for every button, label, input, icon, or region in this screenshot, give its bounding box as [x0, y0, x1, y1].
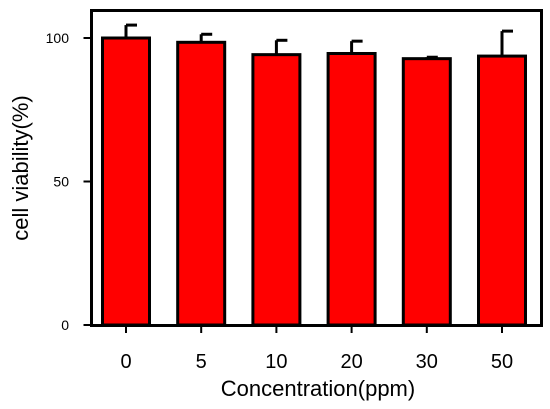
x-axis-label: Concentration(ppm): [221, 376, 415, 401]
x-tick-label: 0: [120, 351, 131, 373]
bars-group: [101, 36, 527, 327]
x-tick-label: 30: [416, 351, 438, 373]
bar-10: [251, 53, 302, 327]
y-tick-label: 50: [53, 174, 69, 190]
y-tick-label: 100: [46, 30, 70, 46]
bar-5: [176, 40, 227, 327]
x-tick-label: 20: [340, 351, 362, 373]
y-axis-label: cell viability(%): [8, 95, 33, 240]
y-axis-ticks: 0 50 100: [46, 30, 92, 333]
bar-30: [401, 57, 452, 327]
x-tick-label: 50: [491, 351, 513, 373]
error-bars-group: [124, 23, 513, 59]
plot-frame: [90, 9, 543, 327]
x-tick-label: 5: [196, 351, 207, 373]
bar-0: [101, 36, 151, 327]
bar-50: [477, 54, 527, 327]
x-tick-label: 10: [265, 351, 287, 373]
x-axis-ticks: 0 5 10 20 30 50: [120, 325, 513, 373]
bar-20: [326, 51, 377, 327]
y-tick-label: 0: [61, 317, 69, 333]
